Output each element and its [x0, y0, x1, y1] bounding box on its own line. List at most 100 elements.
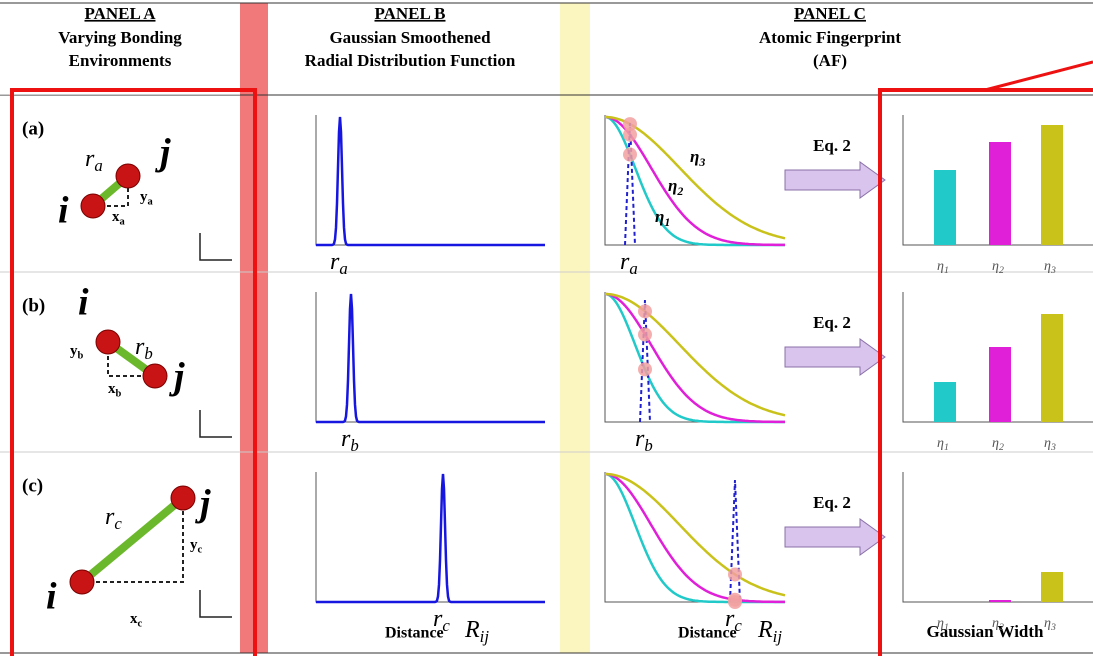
panel-subtitle: (AF) [813, 51, 847, 70]
symbol: η [1044, 616, 1051, 631]
panel-title: PANEL A [84, 4, 156, 23]
curve-label: η1 [655, 207, 670, 229]
axes [315, 115, 545, 246]
panel-subtitle: Radial Distribution Function [305, 51, 516, 70]
symbol: η [937, 436, 944, 451]
dy-label: yb [70, 343, 84, 361]
fingerprint-curve [605, 472, 786, 597]
equation: Eq. 2 [813, 493, 851, 512]
bar [989, 600, 1011, 602]
bar [989, 142, 1011, 245]
axis-symbol: Rij [757, 617, 782, 647]
peak-label: rc [725, 606, 742, 636]
intersection [638, 327, 652, 342]
axis-symbol: Rij [464, 617, 489, 647]
panel-title: PANEL B [374, 4, 445, 23]
subscript: 1 [944, 265, 949, 276]
subscript: c [442, 616, 450, 635]
rdf-curve [316, 473, 545, 604]
bar-label: η1 [937, 436, 949, 453]
subscript: b [116, 389, 122, 400]
symbol: η [655, 207, 664, 226]
symbol: η [1044, 259, 1051, 274]
subscript: 2 [999, 265, 1004, 276]
dy-label: yc [190, 537, 203, 555]
bar [989, 347, 1011, 422]
bar [1041, 125, 1063, 245]
bar [934, 382, 956, 422]
symbol: η [992, 259, 999, 274]
bar [1041, 314, 1063, 422]
intersection [623, 117, 637, 132]
atom-label: i [78, 282, 89, 324]
subscript: 2 [999, 442, 1004, 453]
axes [902, 292, 1093, 423]
dx-label: xa [112, 209, 126, 227]
highlight-box [10, 88, 257, 656]
bar-label: η1 [937, 616, 949, 633]
rdf-curve [316, 116, 545, 247]
subscript: c [198, 545, 203, 556]
axes [902, 472, 1093, 603]
atom [142, 363, 168, 389]
axes-icon [199, 410, 232, 438]
bar-label: η2 [992, 436, 1004, 453]
pointer [984, 60, 1093, 92]
symbol: r [620, 249, 630, 275]
peak-label: rb [341, 426, 359, 456]
dx-label: xc [130, 611, 143, 629]
projection [93, 176, 129, 207]
axes-icon [199, 590, 232, 618]
subscript: 3 [1050, 442, 1056, 453]
subscript: c [114, 514, 122, 533]
projection [82, 498, 184, 583]
equation: Eq. 2 [813, 313, 851, 332]
atom [170, 485, 196, 511]
subscript: b [144, 344, 152, 363]
axes [315, 472, 545, 603]
fingerprint-curve [605, 292, 786, 417]
bond [79, 494, 186, 586]
fingerprint-curve [604, 292, 785, 424]
symbol: r [330, 249, 340, 275]
symbol: η [992, 616, 999, 631]
subscript: 3 [698, 155, 705, 169]
symbol: R [464, 617, 480, 643]
subscript: 3 [1050, 265, 1056, 276]
subscript: a [629, 259, 637, 278]
subscript: ij [480, 627, 490, 646]
bar [1041, 572, 1063, 602]
dy-label: ya [140, 189, 154, 207]
symbol: η [690, 147, 699, 166]
peak-label: rb [635, 426, 653, 456]
subscript: 3 [1050, 622, 1056, 633]
bar-label: η3 [1044, 259, 1056, 276]
bond-label: rb [135, 334, 153, 364]
symbol: η [937, 259, 944, 274]
symbol: y [70, 343, 78, 359]
axis-title: Distance [678, 625, 737, 642]
intersection [638, 362, 652, 377]
symbol: η [1044, 436, 1051, 451]
subscript: b [78, 351, 84, 362]
symbol: R [757, 617, 773, 643]
atom [69, 569, 95, 595]
fingerprint-curve [604, 472, 785, 604]
intersection [728, 567, 742, 582]
symbol: x [108, 381, 116, 397]
symbol: r [85, 146, 95, 172]
atom [115, 163, 141, 189]
axis-title: Distance [385, 625, 444, 642]
atom-label: i [58, 190, 69, 232]
atom [80, 193, 106, 219]
subscript: c [734, 616, 742, 635]
symbol: r [105, 504, 115, 530]
panel-title: PANEL C [794, 4, 866, 23]
symbol: η [668, 176, 677, 195]
bond-label: rc [105, 504, 122, 534]
symbol: x [112, 209, 120, 225]
fingerprint-curve [604, 115, 785, 247]
subscript: 1 [944, 442, 949, 453]
curve-label: η3 [690, 147, 705, 169]
subscript: 1 [944, 622, 949, 633]
